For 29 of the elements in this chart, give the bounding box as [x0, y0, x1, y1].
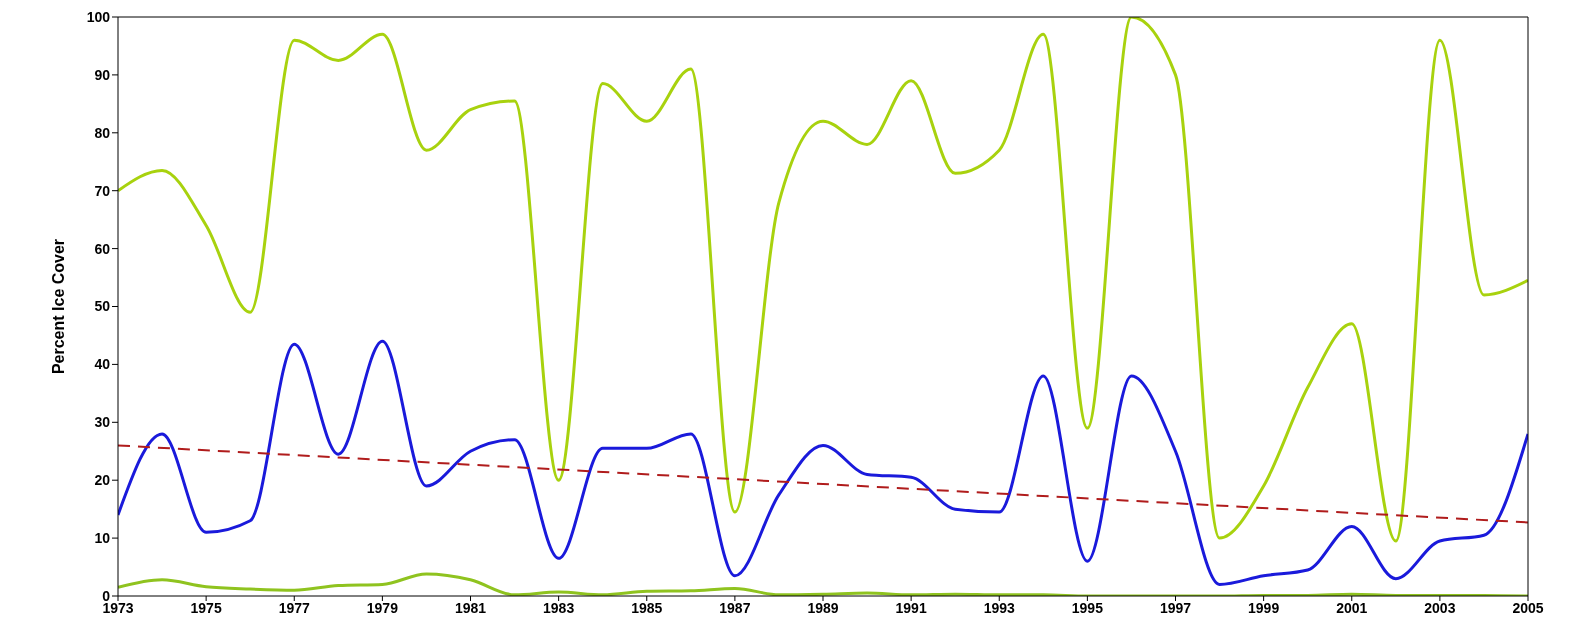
x-tick-label: 1977: [278, 599, 311, 616]
x-tick-label: 1983: [543, 599, 575, 616]
y-tick-label: 10: [94, 530, 111, 547]
y-tick-label: 70: [94, 182, 111, 199]
x-tick-label: 1975: [190, 599, 222, 616]
y-tick-label: 40: [94, 356, 111, 373]
x-tick-label: 1987: [719, 599, 751, 616]
x-tick-label: 2001: [1336, 599, 1368, 616]
x-tick-label: 1997: [1159, 599, 1192, 616]
line-series: [118, 339, 1528, 586]
x-tick-label: 1999: [1248, 599, 1280, 616]
x-tick-label: 1979: [366, 599, 399, 616]
x-tick-label: 1985: [631, 599, 663, 616]
x-tick-label: 1993: [983, 599, 1016, 616]
y-tick-label: 60: [94, 240, 111, 257]
y-tick-label: 50: [94, 298, 111, 315]
y-tick-label: 30: [94, 414, 111, 431]
x-tick-label: 1995: [1071, 599, 1104, 616]
y-tick-label: 100: [86, 8, 111, 25]
y-tick-label: 80: [94, 124, 111, 141]
x-tick-label: 1989: [807, 599, 839, 616]
x-tick-label: 1981: [454, 599, 487, 616]
y-tick-label: 90: [94, 66, 111, 83]
x-tick-label: 2003: [1424, 599, 1456, 616]
y-axis-title: Percent Ice Cover: [49, 238, 67, 375]
y-tick-label: 20: [94, 472, 111, 489]
x-tick-label: 2005: [1512, 599, 1544, 616]
x-tick-label: 1991: [895, 599, 927, 616]
y-tick-label: 0: [102, 587, 111, 604]
